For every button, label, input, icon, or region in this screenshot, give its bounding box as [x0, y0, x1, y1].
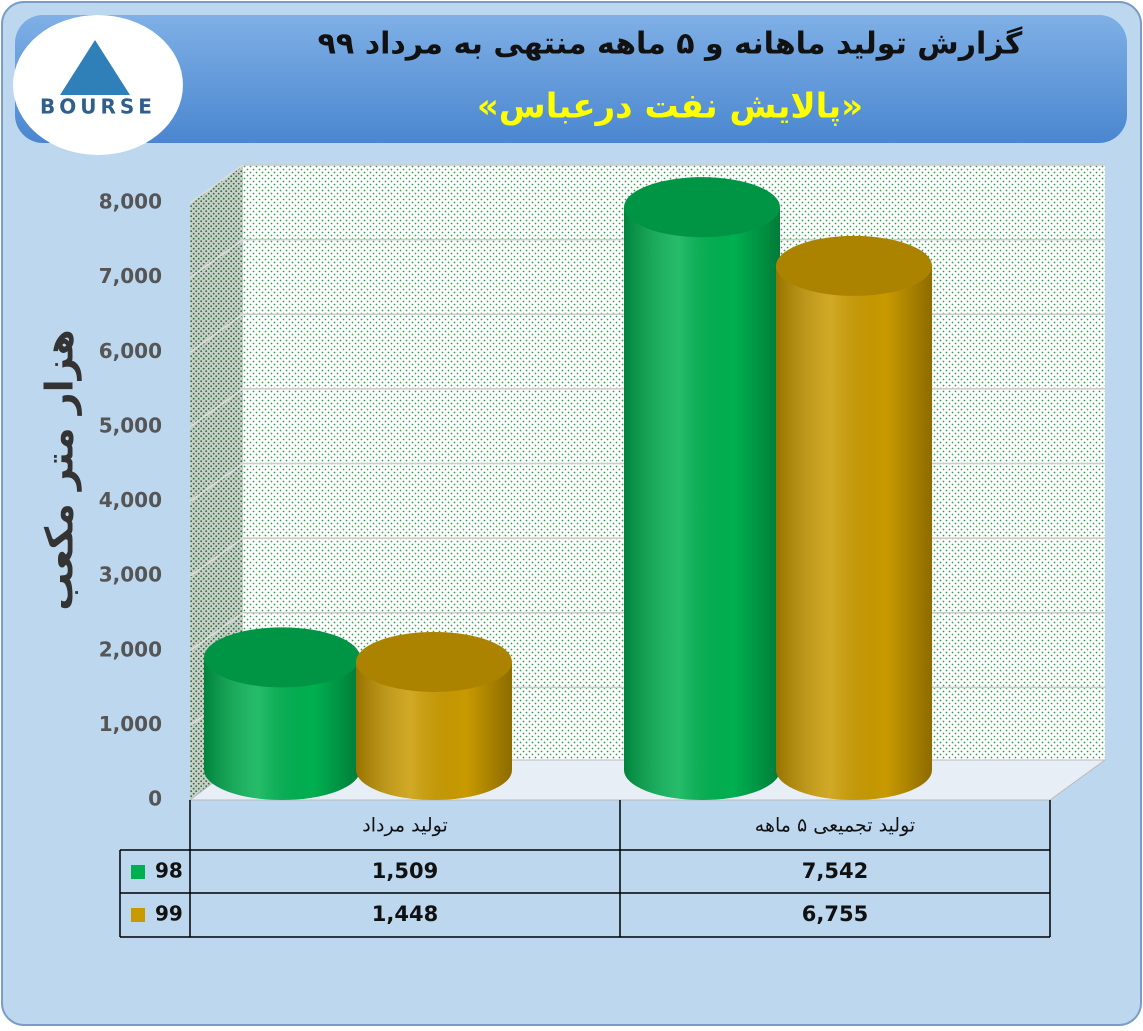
cylinder-top [624, 177, 780, 238]
cylinder-shade [776, 265, 932, 801]
y-tick-label: 7,000 [99, 264, 162, 288]
y-tick-label: 8,000 [99, 190, 162, 214]
y-tick-label: 2,000 [99, 637, 162, 661]
chart-subtitle: «پالایش نفت درعباس» [477, 87, 863, 127]
grid-line-side [189, 164, 244, 204]
legend-label: 98 [155, 859, 183, 883]
value-label: 6,755 [802, 902, 868, 926]
cylinder-shade [204, 657, 360, 800]
cylinder-top-shade [624, 177, 780, 238]
grid-line-side [189, 537, 244, 577]
y-tick-label: 5,000 [99, 413, 162, 437]
chart-title: گزارش تولید ماهانه و ۵ ماهه منتهی به مرد… [318, 26, 1023, 62]
legend-swatch [131, 908, 145, 922]
grid-line-side [189, 388, 244, 428]
legend-label: 99 [155, 902, 183, 926]
y-tick-label: 0 [148, 787, 162, 811]
grid-line-side [189, 313, 244, 353]
grid-line-side [189, 462, 244, 503]
x-tick-label: تولید تجمیعی ۵ ماهه [755, 815, 915, 837]
x-tick-label: تولید مرداد [362, 815, 448, 837]
cylinder-shade [624, 207, 780, 801]
y-tick-label: 3,000 [99, 563, 162, 587]
data-table [119, 800, 1051, 938]
cylinder-top-shade [356, 631, 512, 692]
header-band [15, 15, 1127, 143]
logo-mark [60, 40, 130, 95]
cylinder-top-shade [204, 627, 360, 688]
cylinder-shade [356, 661, 512, 800]
cylinder-top-shade [776, 235, 932, 296]
value-label: 1,448 [372, 902, 438, 926]
grid-line-side [189, 612, 244, 652]
y-axis-label: هزار متر مکعب [38, 329, 82, 610]
legend-swatch [131, 865, 145, 879]
y-tick-label: 6,000 [99, 339, 162, 363]
logo-text: BOURSE [40, 95, 156, 119]
cylinder-top [356, 631, 512, 692]
value-label: 1,509 [372, 859, 438, 883]
cylinder-top [776, 235, 932, 296]
cylinder-top [204, 627, 360, 688]
y-tick-label: 4,000 [99, 488, 162, 512]
value-label: 7,542 [802, 859, 868, 883]
grid-line-side [189, 239, 244, 279]
y-tick-label: 1,000 [99, 712, 162, 736]
